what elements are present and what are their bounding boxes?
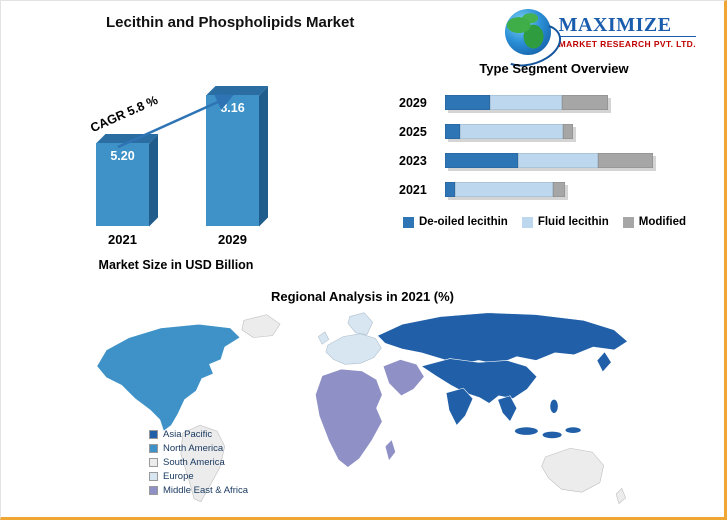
map-region-europe (325, 333, 382, 365)
stacked-bar-2025 (445, 124, 573, 139)
stacked-bar-2021 (445, 182, 565, 197)
map-region-indochina (497, 395, 518, 423)
market-size-chart: 5.20 8.16 CAGR 5.8 % 2021 2029 Market Si… (36, 61, 316, 279)
legend-label-modified: Modified (638, 216, 687, 228)
map-region-china (420, 358, 538, 404)
segment-de-oiled-lecithin (445, 182, 455, 197)
segment-row-2025: 2025 (399, 117, 709, 146)
map-legend-label: Asia Pacific (163, 429, 213, 440)
bar-2021: 5.20 (96, 143, 149, 226)
bar-2029: 8.16 (206, 95, 259, 226)
logo-text: MAXIMIZE MARKET RESEARCH PVT. LTD. (558, 15, 696, 49)
legend-item-fluid: Fluid lecithin (521, 216, 609, 228)
type-segment-chart: Type Segment Overview 2029 2025 2023 202… (399, 61, 709, 228)
segment-modified (562, 95, 608, 110)
row-label: 2029 (399, 95, 427, 110)
map-swatch-north-america (149, 444, 158, 453)
segment-fluid-lecithin (455, 182, 553, 197)
legend-swatch-de-oiled (403, 216, 414, 228)
map-region-africa (315, 368, 383, 468)
map-swatch-middle-east-africa (149, 486, 158, 495)
page-title: Lecithin and Phospholipids Market (106, 14, 355, 31)
type-segment-title: Type Segment Overview (479, 61, 629, 76)
map-region-new-zealand (615, 487, 626, 505)
legend-item-de-oiled: De-oiled lecithin (403, 216, 508, 228)
legend-swatch-fluid (521, 216, 533, 228)
segment-modified (563, 124, 573, 139)
map-swatch-south-america (149, 458, 158, 467)
map-region-philippines (550, 399, 558, 413)
cagr-arrow (117, 94, 234, 149)
x-label-2021: 2021 (108, 232, 137, 247)
market-size-caption: Market Size in USD Billion (98, 258, 254, 272)
logo-subtitle: MARKET RESEARCH PVT. LTD. (558, 39, 696, 49)
map-region-indonesia-3 (565, 427, 581, 433)
bar-2021-value: 5.20 (110, 149, 135, 163)
segment-de-oiled-lecithin (445, 95, 490, 110)
map-legend: Asia Pacific North America South America… (149, 429, 248, 496)
stacked-bar-2023 (445, 153, 653, 168)
map-legend-label: Europe (163, 471, 194, 482)
market-size-plot: 5.20 8.16 CAGR 5.8 % (36, 61, 316, 226)
segment-fluid-lecithin (490, 95, 562, 110)
company-logo: MAXIMIZE MARKET RESEARCH PVT. LTD. (504, 9, 696, 55)
map-region-japan (596, 351, 612, 373)
map-region-middle-east (382, 359, 425, 397)
globe-icon (504, 9, 551, 55)
stacked-bar-2029 (445, 95, 608, 110)
segment-fluid-lecithin (460, 124, 563, 139)
map-swatch-asia-pacific (149, 430, 158, 439)
map-legend-asia-pacific: Asia Pacific (149, 429, 248, 440)
map-region-madagascar (384, 439, 396, 462)
map-legend-label: South America (163, 457, 225, 468)
x-label-2029: 2029 (218, 232, 247, 247)
map-legend-europe: Europe (149, 471, 248, 482)
world-map (96, 312, 629, 505)
segment-row-2023: 2023 (399, 146, 709, 175)
map-region-north-america (96, 323, 241, 432)
map-region-australia (541, 447, 604, 493)
legend-item-modified: Modified (622, 216, 687, 228)
map-legend-label: Middle East & Africa (163, 485, 249, 496)
segment-modified (598, 153, 653, 168)
map-region-indonesia-2 (542, 431, 562, 439)
legend-swatch-modified (622, 216, 634, 228)
logo-name: MAXIMIZE (558, 15, 696, 37)
map-region-scandinavia (347, 312, 374, 336)
row-label: 2025 (399, 124, 427, 139)
map-region-india (445, 387, 474, 426)
segment-row-2029: 2029 (399, 88, 709, 117)
row-label: 2021 (399, 182, 427, 197)
segment-fluid-lecithin (518, 153, 598, 168)
map-region-uk (317, 331, 330, 345)
map-region-russia (376, 312, 629, 365)
map-legend-middle-east-africa: Middle East & Africa (149, 485, 248, 496)
segment-de-oiled-lecithin (445, 124, 460, 139)
row-label: 2023 (399, 153, 427, 168)
map-legend-north-america: North America (149, 443, 248, 454)
segment-de-oiled-lecithin (445, 153, 518, 168)
map-region-south-america (180, 425, 226, 503)
map-region-greenland (241, 314, 281, 338)
legend-label-fluid: Fluid lecithin (537, 216, 609, 228)
map-region-indonesia-1 (514, 427, 538, 435)
legend-label-de-oiled: De-oiled lecithin (419, 216, 508, 228)
segment-legend: De-oiled lecithin Fluid lecithin Modifie… (403, 216, 709, 228)
map-legend-south-america: South America (149, 457, 248, 468)
segment-modified (553, 182, 565, 197)
segment-row-2021: 2021 (399, 175, 709, 204)
map-swatch-europe (149, 472, 158, 481)
map-legend-label: North America (163, 443, 224, 454)
map-title: Regional Analysis in 2021 (%) (270, 289, 455, 304)
